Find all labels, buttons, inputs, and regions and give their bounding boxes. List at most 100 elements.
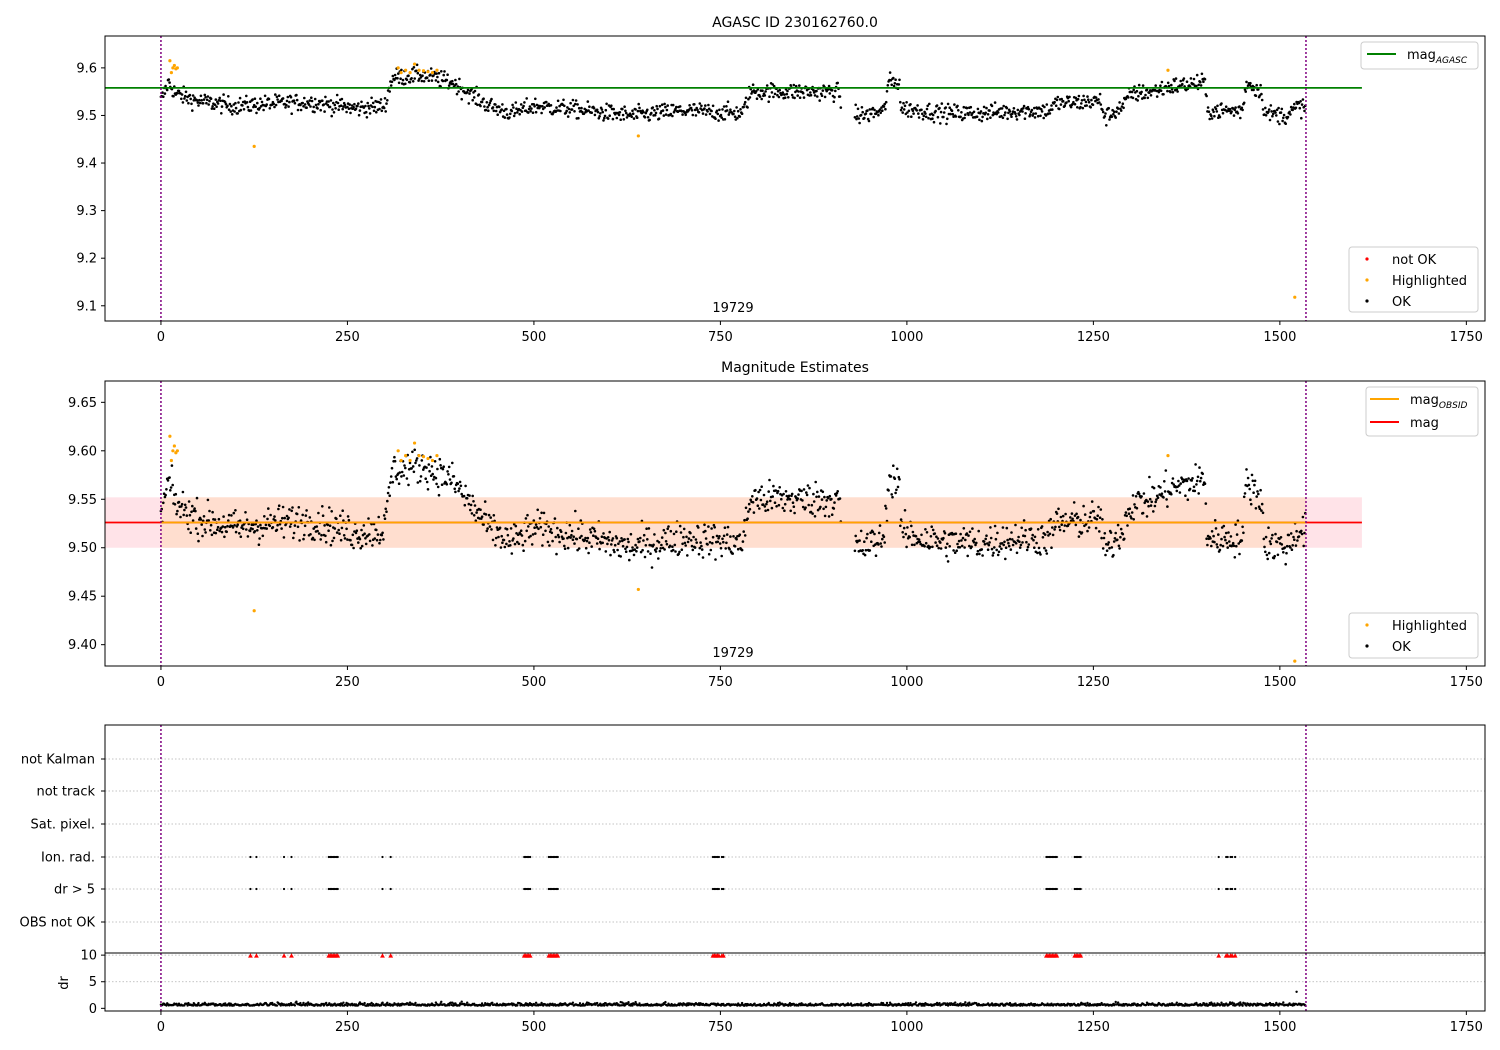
data-point-ok xyxy=(212,107,216,110)
data-point-ok xyxy=(888,71,892,74)
data-point-ok xyxy=(727,113,731,116)
data-point-ok xyxy=(962,105,966,109)
data-point-ok xyxy=(650,566,654,569)
data-point-ok xyxy=(589,531,593,534)
data-point-ok xyxy=(1300,103,1304,106)
data-point-ok xyxy=(738,533,742,536)
data-point-ok xyxy=(1048,112,1052,115)
data-point-ok xyxy=(222,93,225,96)
data-point-ok xyxy=(1036,114,1040,118)
data-point-ok xyxy=(587,551,590,555)
data-point-ok xyxy=(185,99,189,102)
data-point-ok xyxy=(385,510,388,513)
data-point-ok xyxy=(749,498,752,502)
data-point-ok xyxy=(979,110,983,113)
data-point-ok xyxy=(1069,516,1072,519)
data-point-ok xyxy=(1043,533,1047,536)
data-point-ok xyxy=(682,535,685,539)
data-point-ok xyxy=(1264,114,1268,117)
data-point-ok xyxy=(610,539,614,542)
data-point-ok xyxy=(341,509,345,512)
data-point-ok xyxy=(939,110,943,114)
data-point-ok xyxy=(436,485,440,489)
data-point-ok xyxy=(1282,116,1285,120)
dr-point xyxy=(414,1001,417,1005)
data-point-ok xyxy=(910,524,913,528)
data-point-ok xyxy=(1046,530,1049,534)
data-point-ok xyxy=(901,111,904,114)
flag-point xyxy=(1231,887,1234,891)
data-point-ok xyxy=(612,548,615,552)
data-point-ok xyxy=(732,112,735,116)
data-point-ok xyxy=(254,522,257,526)
data-point-ok xyxy=(1077,94,1081,98)
data-point-ok xyxy=(765,500,769,504)
data-point-ok xyxy=(686,554,689,557)
data-point-ok xyxy=(1070,512,1074,515)
dr-exceed-marker xyxy=(1216,953,1222,958)
dr-point xyxy=(1239,1001,1242,1004)
data-point-ok xyxy=(1127,512,1131,515)
data-point-ok xyxy=(323,110,326,113)
data-point-ok xyxy=(419,475,423,478)
data-point-ok xyxy=(1126,524,1129,527)
data-point-ok xyxy=(660,536,664,539)
data-point-ok xyxy=(338,532,341,535)
data-point-ok xyxy=(1058,528,1062,532)
data-point-ok xyxy=(577,116,580,120)
data-point-ok xyxy=(624,547,627,551)
data-point-ok xyxy=(573,542,576,545)
data-point-ok xyxy=(326,103,330,107)
data-point-ok xyxy=(583,538,586,542)
data-point-ok xyxy=(255,519,258,522)
data-point-ok xyxy=(479,104,482,108)
data-point-ok xyxy=(1015,118,1019,121)
data-point-ok xyxy=(236,112,239,115)
data-point-ok xyxy=(201,519,205,523)
data-point-ok xyxy=(534,97,537,101)
data-point-ok xyxy=(505,542,508,546)
data-point-ok xyxy=(494,109,498,113)
data-point-ok xyxy=(424,477,428,481)
data-point-ok xyxy=(820,94,824,97)
data-point-ok xyxy=(405,477,409,480)
data-point-ok xyxy=(377,515,381,519)
data-point-ok xyxy=(1268,118,1272,122)
data-point-ok xyxy=(1003,113,1006,117)
data-point-ok xyxy=(1296,539,1299,542)
data-point-ok xyxy=(280,527,283,530)
y-tick-label: 9.55 xyxy=(68,493,97,508)
data-point-ok xyxy=(479,508,482,512)
data-point-ok xyxy=(944,546,948,549)
data-point-ok xyxy=(1260,98,1264,102)
data-point-ok xyxy=(222,515,225,518)
data-point-ok xyxy=(873,108,876,112)
data-point-ok xyxy=(281,505,285,509)
flag-point xyxy=(1079,887,1082,891)
data-point-ok xyxy=(485,101,489,104)
data-point-ok xyxy=(1205,537,1208,540)
data-point-ok xyxy=(376,533,380,536)
dr-point xyxy=(881,1002,885,1005)
dr-point xyxy=(306,1004,309,1007)
data-point-ok xyxy=(619,118,622,121)
data-point-ok xyxy=(498,526,502,530)
data-point-ok xyxy=(239,108,243,112)
data-point-ok xyxy=(892,84,896,88)
data-point-ok xyxy=(239,535,243,538)
data-point-ok xyxy=(465,497,469,500)
data-point-ok xyxy=(190,510,193,514)
data-point-ok xyxy=(1270,537,1273,540)
dr-point xyxy=(1295,990,1298,993)
data-point-highlighted xyxy=(172,63,176,68)
data-point-ok xyxy=(1110,115,1114,119)
data-point-ok xyxy=(359,546,363,550)
data-point-ok xyxy=(1149,94,1153,97)
data-point-ok xyxy=(393,73,397,77)
data-point-ok xyxy=(1291,544,1294,547)
data-point-ok xyxy=(782,492,785,496)
data-point-ok xyxy=(1030,108,1034,112)
data-point-ok xyxy=(758,507,761,510)
data-point-ok xyxy=(1098,92,1102,96)
data-point-ok xyxy=(539,525,543,529)
